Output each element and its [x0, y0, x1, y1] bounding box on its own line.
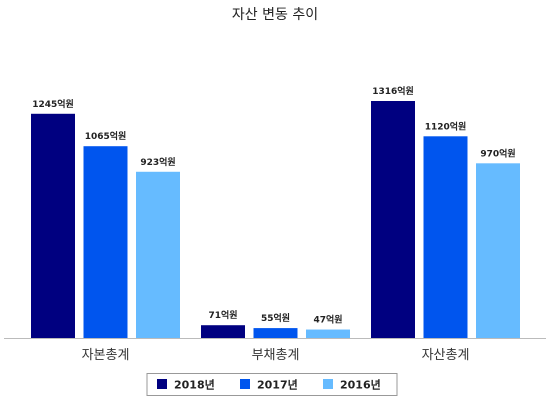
bar-1-2: [83, 146, 128, 338]
legend-box: [146, 373, 398, 396]
data-label-3-2: 1120억원: [425, 120, 467, 132]
legend-label-1: 2018년: [174, 378, 215, 392]
bar-3-3: [476, 163, 520, 338]
bar-3-1: [371, 101, 415, 338]
legend-swatch-3: [323, 379, 333, 389]
bar-3-2: [423, 136, 468, 338]
bar-1-3: [136, 171, 180, 338]
bar-2-3: [306, 329, 350, 338]
data-label-2-2: 55억원: [261, 312, 290, 324]
data-label-1-1: 1245억원: [32, 98, 74, 110]
category-label-3: 자산총계: [422, 348, 470, 363]
data-label-2-1: 71억원: [208, 309, 237, 321]
data-label-group: 1245억원 1065억원 923억원 71억원 55억원 47억원 1316억원 1120억…: [32, 85, 515, 326]
data-label-1-3: 923억원: [140, 156, 175, 168]
data-label-2-3: 47억원: [313, 314, 342, 326]
data-label-1-2: 1065억원: [85, 130, 127, 142]
category-label-1: 자본총계: [82, 348, 130, 363]
legend-label-3: 2016년: [340, 378, 381, 392]
bar-2-2: [253, 328, 298, 338]
category-label-group: 자본총계 부채총계 자산총계: [82, 348, 470, 363]
chart-title: 자산 변동 추이: [232, 7, 318, 23]
legend-swatch-1: [157, 379, 167, 389]
bar-1-1: [31, 113, 75, 339]
legend-swatch-2: [240, 379, 250, 389]
data-label-3-3: 970억원: [480, 147, 515, 159]
legend-label-2: 2017년: [257, 378, 298, 392]
category-label-2: 부채총계: [252, 348, 300, 363]
legend: 2018년 2017년 2016년: [157, 378, 381, 392]
data-label-3-1: 1316억원: [372, 85, 414, 97]
bar-2-1: [201, 325, 245, 338]
bar-group: [31, 101, 520, 339]
